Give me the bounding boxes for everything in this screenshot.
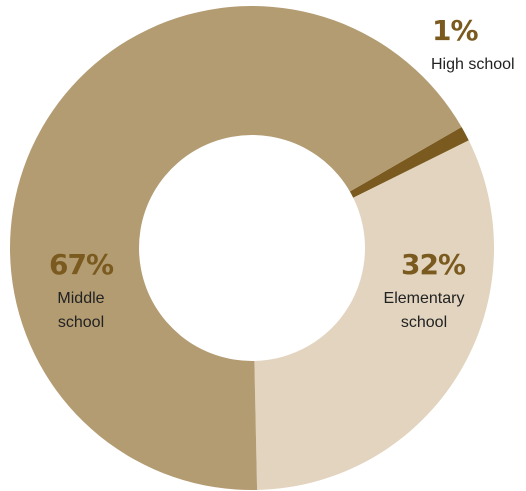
label-middle-line1: Middle [57, 290, 104, 307]
label-middle-line2: school [58, 314, 104, 331]
label-middle-school: 67% Middle school [49, 248, 115, 331]
pct-elementary-school: 32% [401, 248, 466, 281]
label-high-school: 1% High school [431, 14, 515, 73]
slice-elementary-school [254, 140, 494, 490]
label-high-school-line1: High school [431, 56, 515, 73]
slice-middle-school [9, 5, 462, 490]
pct-middle-school: 67% [49, 248, 114, 281]
label-elementary-line1: Elementary [384, 290, 465, 307]
label-elementary-line2: school [401, 314, 447, 331]
slice-high-school [349, 127, 469, 198]
label-elementary-school: 32% Elementary school [384, 248, 467, 331]
donut-slices [9, 5, 494, 490]
pct-high-school: 1% [432, 14, 478, 47]
